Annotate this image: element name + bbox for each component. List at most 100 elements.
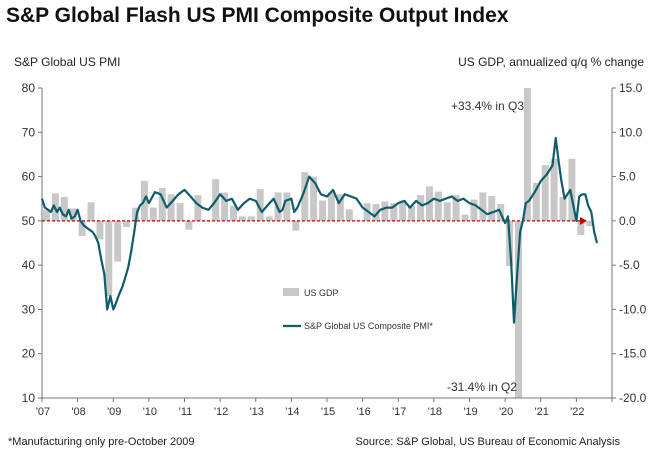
gdp-bar: [132, 207, 139, 221]
chart-annotations: +33.4% in Q3 -31.4% in Q2: [447, 99, 524, 394]
gdp-bar: [221, 192, 229, 221]
gdp-bar: [425, 186, 433, 221]
gdp-bar: [96, 220, 104, 240]
left-tick-label: 20: [22, 347, 36, 361]
gdp-bar: [381, 201, 389, 221]
gdp-bar: [550, 158, 558, 221]
legend-line-label: S&P Global US Composite PMI*: [304, 321, 433, 331]
gdp-bar: [42, 210, 50, 221]
gdp-bar: [515, 220, 522, 398]
x-tick-label: '19: [463, 406, 477, 418]
left-tick-label: 10: [22, 391, 36, 405]
left-tick-label: 80: [22, 81, 36, 95]
legend-bar-swatch: [283, 288, 299, 296]
gdp-bar: [488, 196, 496, 221]
gdp-bar: [532, 182, 540, 221]
gdp-bar: [372, 204, 380, 221]
gdp-bar: [319, 200, 327, 221]
left-tick-label: 50: [22, 214, 36, 228]
right-tick-label: -15.0: [619, 347, 647, 361]
pmi-line-path: [40, 136, 599, 324]
gdp-bar: [194, 195, 202, 221]
right-tick-label: 5.0: [619, 170, 636, 184]
annotation-gdp-low: -31.4% in Q2: [447, 380, 517, 394]
gdp-bar: [238, 216, 246, 221]
left-axis-title: S&P Global US PMI: [14, 55, 121, 69]
x-tick-label: '20: [499, 406, 513, 418]
x-tick-label: '14: [285, 406, 299, 418]
x-tick-label: '07: [36, 406, 50, 418]
left-tick-label: 70: [22, 125, 36, 139]
x-tick-label: '12: [214, 406, 228, 418]
gdp-bar: [408, 205, 416, 221]
right-tick-label: 0.0: [619, 214, 636, 228]
gdp-bar: [461, 214, 469, 221]
left-tick-label: 60: [22, 170, 36, 184]
gdp-bar: [577, 220, 585, 236]
gdp-bar: [292, 220, 300, 231]
chart-legend: US GDP S&P Global US Composite PMI*: [283, 288, 433, 331]
x-tick-label: '09: [107, 406, 121, 418]
x-tick-label: '22: [570, 406, 584, 418]
gdp-bar: [78, 220, 86, 236]
gdp-bar: [523, 88, 531, 221]
gdp-bar: [60, 196, 68, 221]
left-tick-label: 30: [22, 302, 36, 316]
gdp-bar: [149, 207, 157, 221]
right-tick-label: -10.0: [619, 302, 647, 316]
gdp-bar: [390, 203, 398, 221]
gdp-bar: [176, 203, 184, 221]
gdp-bar: [568, 158, 576, 221]
gdp-bar: [158, 188, 166, 221]
x-tick-label: '21: [535, 406, 549, 418]
legend-bar-label: US GDP: [304, 288, 339, 298]
gdp-bar: [203, 220, 211, 222]
gdp-bar: [434, 191, 442, 221]
gdp-bar: [479, 192, 487, 221]
gdp-bar: [114, 220, 122, 262]
gdp-bar: [301, 172, 309, 221]
x-tick-label: '15: [321, 406, 335, 418]
footnote: *Manufacturing only pre-October 2009: [8, 436, 195, 448]
gdp-bar: [327, 192, 335, 221]
gdp-bar: [310, 176, 318, 221]
x-tick-label: '18: [428, 406, 442, 418]
right-tick-label: 10.0: [619, 125, 643, 139]
gdp-bar: [336, 194, 344, 221]
right-tick-label: -5.0: [619, 258, 640, 272]
gdp-bar: [443, 202, 451, 221]
gdp-bar: [345, 209, 353, 221]
x-tick-label: '13: [250, 406, 264, 418]
x-tick-label: '11: [179, 406, 193, 418]
right-axis-title: US GDP, annualized q/q % change: [458, 55, 644, 69]
source-note: Source: S&P Global, US Bureau of Economi…: [355, 436, 620, 448]
x-tick-label: '16: [356, 406, 370, 418]
x-tick-label: '10: [143, 406, 157, 418]
gdp-bar: [586, 220, 594, 227]
x-tick-label: '08: [71, 406, 85, 418]
annotation-gdp-high: +33.4% in Q3: [451, 99, 524, 113]
gdp-bar: [470, 199, 478, 221]
pmi-line: [40, 136, 599, 324]
right-tick-label: -20.0: [619, 391, 647, 405]
gdp-bar: [87, 202, 95, 221]
gdp-bar: [167, 194, 175, 221]
gdp-bar: [123, 220, 131, 228]
reference-line-50: [42, 216, 587, 225]
gdp-bar: [69, 208, 77, 221]
chart-title: S&P Global Flash US PMI Composite Output…: [6, 4, 509, 27]
gdp-bar: [265, 216, 273, 221]
gdp-bar: [247, 216, 255, 221]
gdp-bar: [230, 205, 237, 221]
gdp-bar: [256, 188, 264, 221]
x-tick-label: '17: [392, 406, 406, 418]
gdp-bar: [399, 200, 407, 221]
reference-arrow: [579, 216, 587, 225]
right-tick-label: 15.0: [619, 81, 643, 95]
left-tick-label: 40: [22, 258, 36, 272]
gdp-bar: [559, 196, 567, 221]
chart-axes: 80 70 60 50 40 30 20 10 15.0 10.0 5.0 0.0 -5.0 -10.0 -…: [22, 81, 647, 418]
gdp-bar: [283, 192, 291, 221]
gdp-bar: [452, 195, 460, 221]
